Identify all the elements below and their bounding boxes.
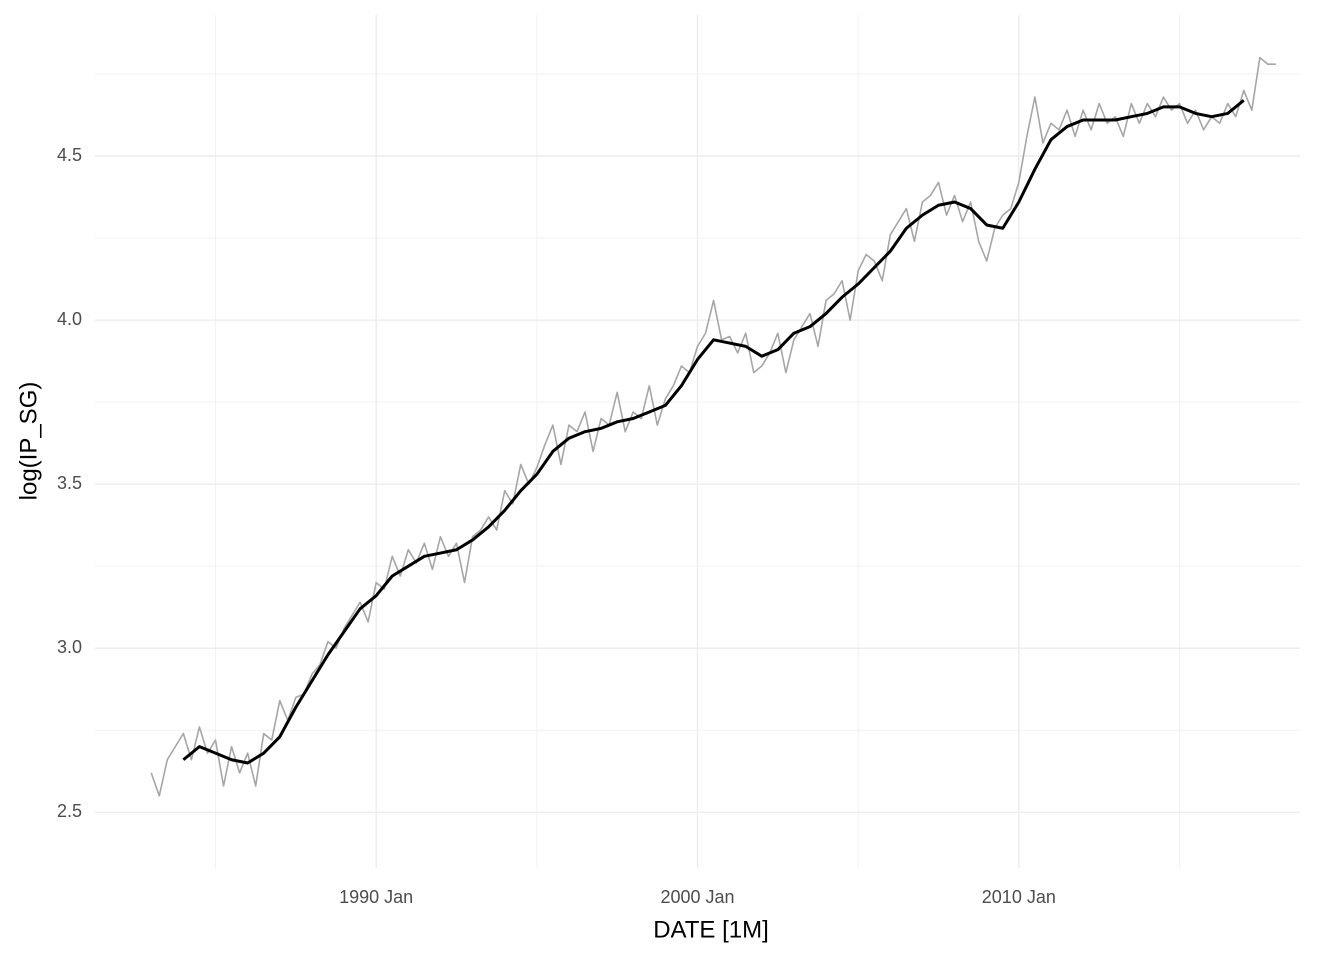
y-tick-label: 4.0 (57, 309, 82, 329)
y-axis-title: log(IP_SG) (15, 382, 42, 501)
x-axis-title: DATE [1M] (653, 916, 769, 943)
y-tick-label: 3.5 (57, 473, 82, 493)
x-tick-label: 1990 Jan (339, 887, 413, 907)
x-tick-label: 2000 Jan (660, 887, 734, 907)
series-line (182, 99, 1245, 765)
grid (95, 15, 1300, 868)
lines (150, 56, 1276, 797)
y-tick-label: 4.5 (57, 145, 82, 165)
x-tick-label: 2010 Jan (982, 887, 1056, 907)
y-tick-label: 3.0 (57, 637, 82, 657)
y-tick-label: 2.5 (57, 801, 82, 821)
series-line (150, 56, 1276, 797)
